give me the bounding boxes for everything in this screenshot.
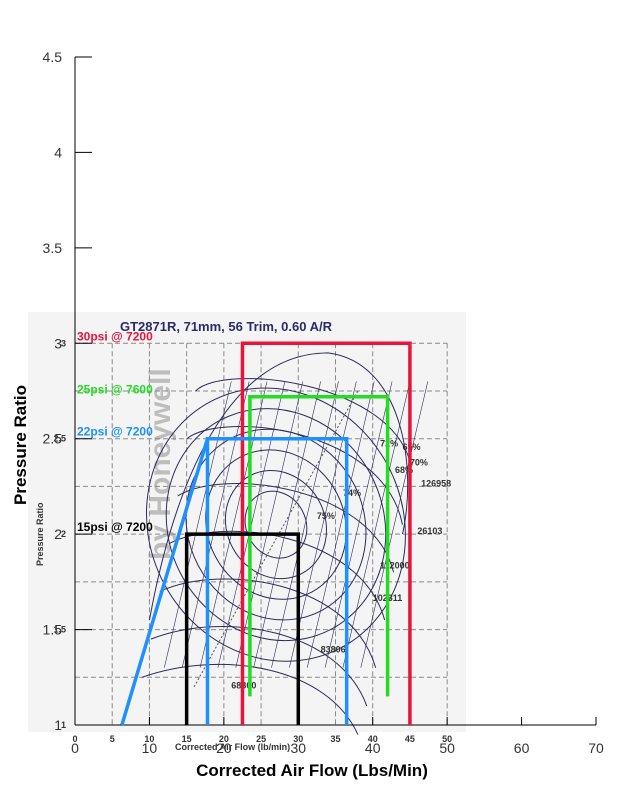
map-hatch-line (164, 381, 232, 668)
x-axis-title: Corrected Air Flow (Lbs/Min) (196, 761, 428, 780)
map-efficiency-label: 70% (410, 457, 428, 467)
map-x-tick-label: 5 (110, 734, 115, 744)
map-x-tick-label: 25 (256, 734, 266, 744)
map-x-tick-label: 10 (144, 734, 154, 744)
map-speed-label: 26103 (417, 526, 442, 536)
map-surge-boundary (148, 352, 409, 621)
series-line (205, 436, 349, 725)
x-tick-labels: 0 10 20 30 40 50 60 70 (71, 740, 604, 756)
map-efficiency-label: 68% (395, 465, 413, 475)
x-tick-label: 40 (365, 740, 381, 756)
series-label: 25psi @ 7600 (77, 383, 153, 397)
y-tick-label: 1 (54, 717, 62, 733)
map-y-tick-label: 3 (61, 338, 66, 348)
y-tick-label: 2 (54, 526, 62, 542)
series-line (248, 394, 390, 697)
map-hatch-line (342, 381, 411, 668)
map-efficiency-label: 75% (317, 511, 335, 521)
x-tick-label: 70 (588, 740, 604, 756)
y-tick-label: 2.5 (43, 431, 63, 447)
y-tick-label: 4.5 (43, 49, 63, 65)
map-speed-line (150, 625, 368, 707)
map-hatch-line (235, 381, 304, 668)
map-ylabel: Pressure Ratio (35, 502, 45, 566)
map-xlabel: Corrected Air Flow (lb/min) (175, 742, 290, 752)
map-title: GT2871R, 71mm, 56 Trim, 0.60 A/R (120, 319, 333, 334)
map-hatch-line (271, 381, 339, 668)
y-tick-label: 4 (54, 144, 62, 160)
x-tick-label: 60 (514, 740, 530, 756)
y-tick-label: 1.5 (43, 622, 63, 638)
surge-line (120, 438, 210, 726)
x-tick-label: 0 (71, 740, 79, 756)
map-speed-line (141, 663, 359, 735)
series-label: 15psi @ 7200 (77, 520, 153, 534)
map-hatch-line (253, 381, 321, 668)
map-hatch-line (289, 381, 357, 668)
map-x-tick-label: 30 (293, 734, 303, 744)
y-tick-labels: 1 1.5 2 2.5 3 3.5 4 4.5 (43, 49, 63, 733)
map-x-tick-label: 50 (442, 734, 452, 744)
map-speed-label: 83806 (321, 644, 346, 654)
map-y-tick-label: 1.5 (53, 625, 66, 635)
map-x-tick-label: 20 (219, 734, 229, 744)
series-label: 30psi @ 7200 (77, 329, 153, 343)
series-label: 22psi @ 7200 (77, 425, 153, 439)
map-y-tick-label: 2 (61, 529, 66, 539)
map-x-tick-label: 35 (330, 734, 340, 744)
map-x-tick-label: 0 (72, 734, 77, 744)
outer-axes (74, 56, 597, 726)
x-tick-label: 20 (216, 740, 232, 756)
map-hatch-line (324, 381, 393, 668)
compressor-map-image: GT2871R, 71mm, 56 Trim, 0.60 A/R by Hone… (28, 312, 466, 752)
series-line (184, 532, 301, 725)
x-tick-label: 10 (142, 740, 158, 756)
map-hatch-line (360, 381, 429, 668)
map-speed-label: 112000 (380, 560, 410, 570)
map-speed-line (195, 378, 412, 468)
map-hatch-line (181, 381, 250, 668)
y-tick-label: 3 (54, 335, 62, 351)
map-efficiency-contour (205, 449, 347, 600)
x-tick-label: 50 (439, 740, 455, 756)
y-axis-title: Pressure Ratio (11, 385, 30, 505)
map-x-tick-label: 15 (182, 734, 192, 744)
map-efficiency-label: 74% (343, 488, 361, 498)
map-hatch-line (199, 381, 268, 668)
map-y-tick-label: 1 (61, 720, 66, 730)
map-y-tick-label: 2.5 (53, 434, 66, 444)
map-x-tick-label: 40 (368, 734, 378, 744)
map-y-tick-labels: 1 1.5 2 2.5 3 (53, 338, 66, 730)
map-hatch-line (306, 381, 375, 668)
x-tick-label: 30 (290, 740, 306, 756)
map-speed-label: 126958 (421, 478, 451, 488)
boost-target-series (120, 341, 412, 726)
series-labels: 30psi @ 7200 25psi @ 7600 22psi @ 7200 15ps… (77, 329, 153, 534)
map-x-tick-labels: 0 5 10 15 20 25 30 35 40 45 50 (72, 734, 452, 744)
map-x-tick-label: 45 (405, 734, 415, 744)
y-tick-label: 3.5 (43, 240, 63, 256)
